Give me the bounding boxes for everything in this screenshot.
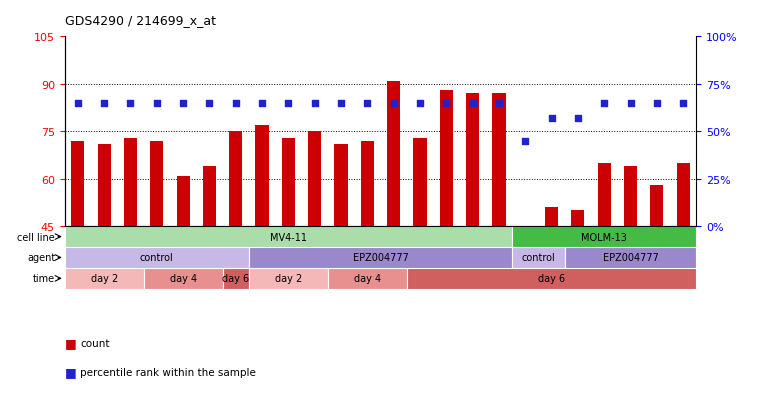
Bar — [282, 138, 295, 227]
Bar — [249, 268, 328, 289]
Bar — [512, 247, 565, 268]
Bar — [361, 141, 374, 227]
Bar — [387, 81, 400, 227]
Point — [361, 100, 374, 107]
Point — [440, 100, 452, 107]
Text: MV4-11: MV4-11 — [270, 232, 307, 242]
Text: count: count — [80, 338, 110, 348]
Bar — [177, 176, 189, 227]
Point — [387, 100, 400, 107]
Bar — [440, 91, 453, 227]
Bar — [597, 164, 611, 227]
Bar — [150, 141, 164, 227]
Text: percentile rank within the sample: percentile rank within the sample — [80, 367, 256, 377]
Text: day 6: day 6 — [538, 274, 565, 284]
Point — [625, 100, 637, 107]
Text: EPZ004777: EPZ004777 — [352, 253, 409, 263]
Point — [72, 100, 84, 107]
Text: day 4: day 4 — [354, 274, 381, 284]
Point — [203, 100, 215, 107]
Text: control: control — [521, 253, 556, 263]
Point — [335, 100, 347, 107]
Text: day 6: day 6 — [222, 274, 250, 284]
Point — [124, 100, 136, 107]
Point — [151, 100, 163, 107]
Point — [230, 100, 242, 107]
Point — [651, 100, 663, 107]
Point — [466, 100, 479, 107]
Bar — [413, 138, 427, 227]
Bar — [124, 138, 137, 227]
Point — [493, 100, 505, 107]
Text: ■: ■ — [65, 336, 76, 349]
Bar — [492, 94, 505, 227]
Text: day 2: day 2 — [275, 274, 302, 284]
Bar — [334, 145, 348, 227]
Point — [414, 100, 426, 107]
Text: control: control — [140, 253, 174, 263]
Bar — [65, 247, 249, 268]
Bar — [624, 166, 637, 227]
Bar — [328, 268, 407, 289]
Text: day 4: day 4 — [170, 274, 196, 284]
Text: cell line: cell line — [18, 232, 56, 242]
Bar — [256, 126, 269, 227]
Point — [598, 100, 610, 107]
Bar — [249, 247, 512, 268]
Text: ■: ■ — [65, 365, 76, 378]
Point — [98, 100, 110, 107]
Text: MOLM-13: MOLM-13 — [581, 232, 627, 242]
Bar — [572, 211, 584, 227]
Point — [572, 115, 584, 122]
Bar — [545, 208, 558, 227]
Point — [256, 100, 268, 107]
Bar — [144, 268, 223, 289]
Bar — [229, 132, 242, 227]
Text: time: time — [33, 274, 56, 284]
Bar — [512, 227, 696, 247]
Bar — [466, 94, 479, 227]
Point — [519, 138, 531, 145]
Text: day 2: day 2 — [91, 274, 118, 284]
Text: agent: agent — [27, 253, 56, 263]
Bar — [97, 145, 111, 227]
Bar — [65, 227, 512, 247]
Bar — [650, 185, 664, 227]
Point — [177, 100, 189, 107]
Point — [677, 100, 689, 107]
Bar — [308, 132, 321, 227]
Bar — [565, 247, 696, 268]
Point — [282, 100, 295, 107]
Text: GDS4290 / 214699_x_at: GDS4290 / 214699_x_at — [65, 14, 215, 27]
Point — [546, 115, 558, 122]
Bar — [223, 268, 249, 289]
Bar — [72, 141, 84, 227]
Bar — [407, 268, 696, 289]
Bar — [65, 268, 144, 289]
Bar — [677, 164, 689, 227]
Bar — [203, 166, 216, 227]
Point — [309, 100, 321, 107]
Text: EPZ004777: EPZ004777 — [603, 253, 658, 263]
